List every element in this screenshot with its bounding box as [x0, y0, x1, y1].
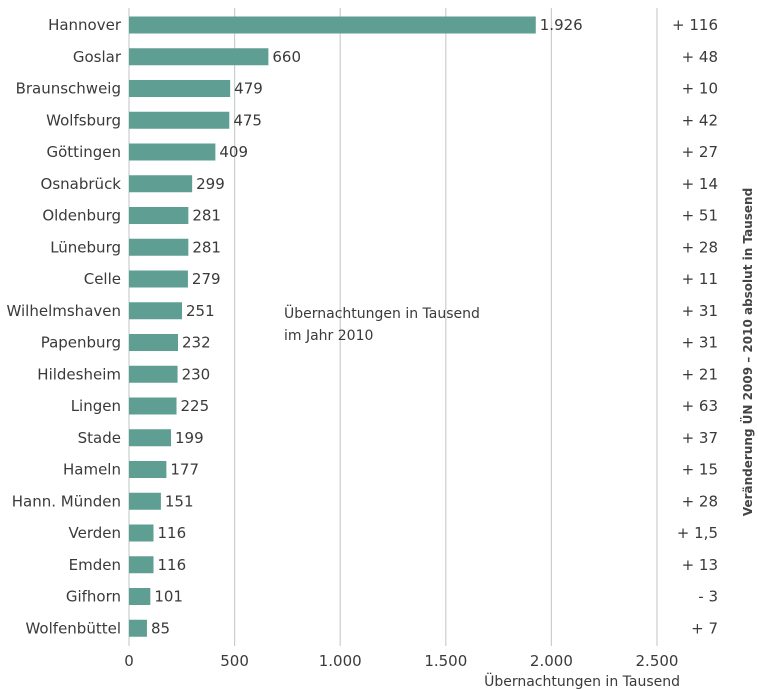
change-label: + 116: [672, 16, 718, 34]
change-label: + 37: [682, 429, 718, 447]
x-tick-label: 2.500: [636, 652, 679, 670]
bar: [129, 175, 193, 193]
x-tick-label: 1.000: [319, 652, 362, 670]
annotation-line-1: Übernachtungen in Tausend: [284, 304, 480, 322]
bars: [129, 16, 536, 637]
change-label: + 28: [682, 492, 718, 510]
category-label: Gifhorn: [66, 588, 121, 606]
value-label: 151: [165, 492, 194, 510]
value-label: 225: [181, 397, 210, 415]
category-label: Oldenburg: [42, 207, 121, 225]
change-label: + 31: [682, 302, 718, 320]
bar: [129, 334, 178, 351]
category-label: Verden: [69, 524, 122, 542]
value-label: 1.926: [540, 16, 583, 34]
bar: [129, 270, 188, 288]
change-label: + 48: [682, 48, 718, 66]
value-label: 116: [157, 556, 186, 574]
category-label: Celle: [84, 270, 121, 288]
value-label: 232: [182, 334, 211, 352]
bar: [129, 524, 154, 542]
category-labels: Hannover Goslar Braunschweig Wolfsburg Götti…: [7, 16, 122, 637]
right-axis-label: Veränderung ÜN 2009 – 2010 absolut in Ta…: [740, 188, 755, 516]
category-label: Wilhelmshaven: [7, 302, 121, 320]
change-label: + 42: [682, 111, 718, 129]
category-label: Osnabrück: [41, 175, 122, 193]
value-label: 199: [175, 429, 204, 447]
category-label: Lingen: [71, 397, 121, 415]
change-label: + 13: [682, 556, 718, 574]
bar: [129, 461, 167, 478]
category-label: Hildesheim: [37, 365, 121, 383]
x-tick-label: 500: [220, 652, 249, 670]
bar: [129, 111, 230, 129]
value-label: 251: [186, 302, 215, 320]
bar: [129, 302, 183, 320]
change-label: + 10: [682, 80, 718, 98]
bar: [129, 365, 178, 383]
change-label: + 63: [682, 397, 718, 415]
value-label: 101: [154, 588, 183, 606]
change-label: + 31: [682, 334, 718, 352]
change-label: + 21: [682, 365, 718, 383]
value-label: 85: [151, 619, 170, 637]
category-label: Wolfenbüttel: [25, 619, 121, 637]
bar: [129, 429, 172, 447]
value-label: 299: [196, 175, 225, 193]
value-label: 475: [233, 111, 262, 129]
x-tick-label: 0: [124, 652, 134, 670]
bar: [129, 238, 189, 256]
grid-lines: [128, 8, 658, 646]
value-label: 479: [234, 80, 263, 98]
category-label: Lüneburg: [50, 238, 121, 256]
bar: [129, 397, 177, 415]
value-label: 409: [219, 143, 248, 161]
bar: [129, 556, 154, 574]
bar: [129, 143, 216, 161]
bar: [129, 588, 151, 605]
category-label: Göttingen: [47, 143, 122, 161]
change-label: + 28: [682, 238, 718, 256]
category-label: Emden: [69, 556, 121, 574]
bar: [129, 16, 536, 34]
value-label: 281: [192, 238, 221, 256]
change-label: + 27: [682, 143, 718, 161]
x-tick-label: 1.500: [424, 652, 467, 670]
bar: [129, 619, 147, 637]
category-label: Hann. Münden: [12, 492, 121, 510]
change-label: + 1,5: [677, 524, 718, 542]
bar: [129, 48, 269, 66]
category-label: Stade: [78, 429, 121, 447]
value-label: 281: [192, 207, 221, 225]
value-labels: 1.926 660 479 475 409 299 281 281 279 251 232 230 22…: [151, 16, 583, 637]
change-label: + 14: [682, 175, 718, 193]
value-label: 230: [182, 365, 211, 383]
bar: [129, 207, 189, 224]
change-label: + 15: [682, 461, 718, 479]
change-label: + 7: [691, 619, 718, 637]
change-label: - 3: [698, 588, 718, 606]
category-label: Hameln: [63, 461, 121, 479]
value-label: 279: [192, 270, 221, 288]
category-label: Papenburg: [41, 334, 121, 352]
bar: [129, 492, 161, 510]
change-labels: + 116 + 48 + 10 + 42 + 27 + 14 + 51 + 28 + 11 + 3…: [672, 16, 718, 637]
annotation-line-2: im Jahr 2010: [284, 328, 373, 344]
change-label: + 11: [682, 270, 718, 288]
x-axis-label: Übernachtungen in Tausend: [484, 672, 680, 689]
category-label: Goslar: [73, 48, 122, 66]
category-label: Braunschweig: [16, 80, 121, 98]
change-label: + 51: [682, 207, 718, 225]
value-label: 660: [272, 48, 301, 66]
value-label: 116: [157, 524, 186, 542]
bar: [129, 80, 231, 97]
category-label: Wolfsburg: [46, 111, 121, 129]
category-label: Hannover: [48, 16, 122, 34]
x-tick-labels: 0 500 1.000 1.500 2.000 2.500: [124, 652, 678, 670]
value-label: 177: [170, 461, 199, 479]
x-tick-label: 2.000: [530, 652, 573, 670]
